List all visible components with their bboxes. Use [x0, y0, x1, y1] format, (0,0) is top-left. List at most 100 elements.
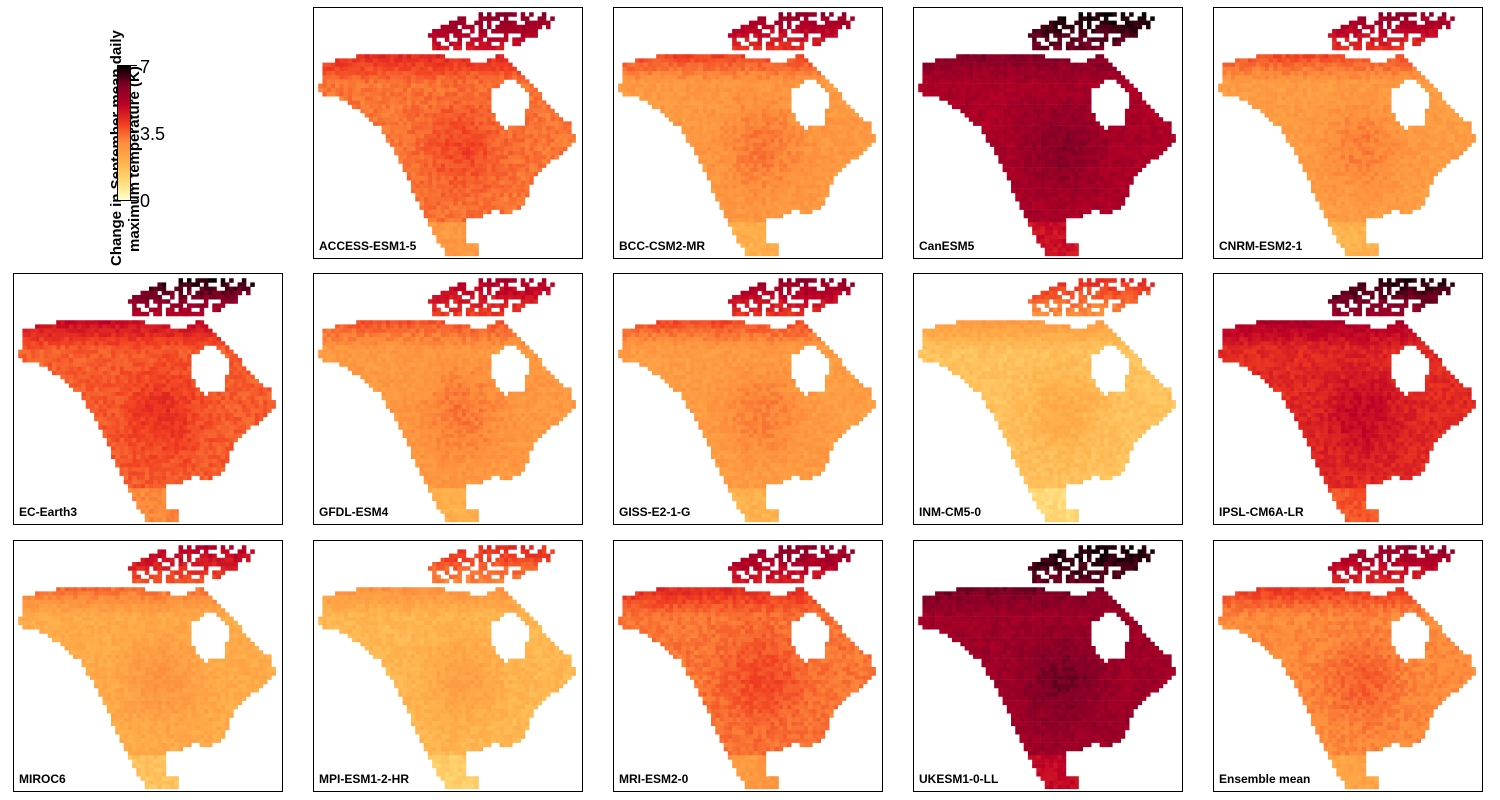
grid-cells-inm-cm5-0-193: [1036, 492, 1062, 510]
grid-cells-giss-e2-1-g-118: [757, 324, 762, 329]
grid-cells-gfdl-esm4-211: [449, 505, 458, 514]
grid-cells-ensemble-mean-153: [1230, 604, 1430, 752]
grid-cells-cnrm-esm2-1-82: [1374, 45, 1379, 51]
grid-cells-ec-earth3-18: [250, 282, 255, 287]
grid-cells-ipsl-cm6a-lr-22: [1353, 286, 1362, 296]
grid-cells-giss-e2-1-g-63: [803, 303, 809, 308]
grid-cells-mpi-esm1-2-hr-48: [444, 562, 530, 567]
grid-cells-mpi-esm1-2-hr-111: [457, 591, 462, 596]
grid-cells-ukesm1-0-ll-107: [994, 591, 1105, 739]
grid-cells-ec-earth3-69: [199, 303, 205, 308]
grid-cells-giss-e2-1-g-51: [744, 299, 762, 304]
grid-cells-ec-earth3-105: [195, 320, 200, 325]
grid-cells-ensemble-mean-83: [1247, 587, 1413, 601]
grid-cells-ukesm1-0-ll-24: [1065, 553, 1130, 575]
panel-ipsl-cm6a-lr: IPSL-CM6A-LR: [1213, 273, 1483, 525]
grid-cells-canesm5-145: [935, 83, 1168, 219]
grid-cells-miroc6-205: [157, 776, 162, 781]
grid-cells-ukesm1-0-ll-40: [1124, 557, 1138, 571]
grid-cells-canesm5-91: [926, 54, 1113, 143]
grid-cells-giss-e2-1-g-59: [774, 303, 779, 308]
grid-cells-bcc-csm2-mr-117: [757, 58, 762, 63]
grid-cells-miroc6-88: [51, 587, 82, 596]
grid-cells-miroc6-81: [174, 578, 205, 584]
grid-cells-access-esm1-5-243: [461, 239, 467, 244]
grid-cells-mri-esm2-0-54: [795, 570, 800, 575]
grid-cells-bcc-csm2-mr-163: [719, 71, 779, 185]
grid-cells-ukesm1-0-ll-39: [1124, 557, 1130, 563]
grid-cells-ensemble-mean-188: [1239, 612, 1464, 748]
grid-cells-bcc-csm2-mr-229: [749, 243, 754, 248]
grid-cells-miroc6-79: [157, 578, 162, 584]
grid-cells-gfdl-esm4-199: [440, 492, 446, 497]
grid-cells-ensemble-mean-95: [1336, 587, 1341, 592]
grid-cells-miroc6-89: [81, 587, 87, 592]
grid-cells-inm-cm5-0-39: [1103, 290, 1109, 296]
grid-cells-cnrm-esm2-1-9: [1357, 16, 1443, 21]
grid-cells-miroc6-35: [203, 557, 209, 563]
grid-cells-mri-esm2-0-90: [723, 587, 729, 592]
grid-cells-canesm5-74: [1099, 37, 1105, 42]
grid-cells-canesm5-168: [1036, 230, 1067, 240]
grid-cells-miroc6-204: [161, 772, 175, 785]
grid-cells-ipsl-cm6a-lr-70: [1382, 299, 1388, 304]
grid-cells-ec-earth3-60: [136, 299, 141, 304]
grid-cells-access-esm1-5-93: [495, 54, 500, 59]
grid-cells-gfdl-esm4-15: [495, 282, 500, 287]
grid-cells-ukesm1-0-ll-59: [1074, 566, 1088, 584]
grid-cells-canesm5-23: [1108, 20, 1113, 26]
grid-cells-ensemble-mean-179: [1264, 608, 1447, 743]
grid-cells-ukesm1-0-ll-182: [1061, 776, 1067, 781]
grid-cells-access-esm1-5-7: [457, 16, 496, 21]
grid-cells-canesm5-11: [1082, 16, 1088, 21]
grid-cells-ensemble-mean-113: [1315, 591, 1320, 596]
grid-cells-gfdl-esm4-73: [474, 311, 479, 317]
grid-cells-canesm5-181: [1044, 243, 1050, 248]
grid-cells-access-esm1-5-241: [453, 239, 458, 244]
grid-cells-access-esm1-5-84: [385, 54, 462, 68]
grid-cells-cnrm-esm2-1-120: [1323, 58, 1329, 63]
grid-cells-cnrm-esm2-1-123: [1349, 58, 1354, 63]
grid-cells-mpi-esm1-2-hr-168: [427, 755, 467, 769]
grid-cells-ensemble-mean-144: [1277, 599, 1405, 676]
grid-cells-cnrm-esm2-1-67: [1336, 41, 1341, 47]
grid-cells-ipsl-cm6a-lr-72: [1424, 299, 1430, 304]
colorbar-tick-3.5: [131, 132, 137, 133]
grid-cells-canesm5-132: [973, 71, 1164, 215]
grid-cells-mri-esm2-0-19: [774, 553, 779, 559]
grid-cells-gfdl-esm4-66: [478, 307, 484, 313]
grid-cells-gfdl-esm4-61: [516, 303, 522, 308]
grid-cells-gfdl-esm4-109: [453, 324, 458, 329]
grid-cells-canesm5-24: [1112, 20, 1117, 26]
grid-cells-cnrm-esm2-1-3: [1403, 12, 1409, 17]
grid-cells-access-esm1-5-50: [470, 37, 475, 42]
grid-cells-cnrm-esm2-1-133: [1294, 62, 1299, 68]
grid-cells-access-esm1-5-22: [495, 20, 509, 30]
grid-cells-ensemble-mean-215: [1357, 667, 1400, 680]
grid-cells-ensemble-mean-6: [1420, 545, 1426, 550]
grid-cells-giss-e2-1-g-220: [736, 496, 767, 510]
grid-cells-bcc-csm2-mr-141: [626, 66, 636, 72]
grid-cells-miroc6-180: [127, 755, 154, 769]
grid-cells-ec-earth3-72: [186, 303, 222, 313]
grid-cells-cnrm-esm2-1-121: [1327, 58, 1333, 63]
grid-cells-ec-earth3-83: [140, 311, 146, 317]
grid-cells-canesm5-161: [1049, 222, 1067, 257]
grid-cells-access-esm1-5-52: [478, 37, 517, 42]
grid-cells-ec-earth3-73: [132, 307, 137, 313]
grid-cells-inm-cm5-0-61: [1061, 299, 1067, 304]
grid-cells-canesm5-121: [951, 66, 1176, 219]
grid-cells-ensemble-mean-12: [1403, 549, 1426, 554]
grid-cells-giss-e2-1-g-83: [782, 311, 788, 317]
grid-cells-ec-earth3-139: [123, 328, 205, 334]
grid-cells-gfdl-esm4-64: [465, 307, 471, 313]
grid-cells-mri-esm2-0-143: [744, 599, 750, 605]
grid-cells-ec-earth3-9: [157, 282, 162, 287]
grid-cells-bcc-csm2-mr-207: [736, 121, 788, 164]
panel-ukesm1-0-ll: UKESM1-0-LL: [913, 540, 1183, 792]
grid-cells-inm-cm5-0-90: [1053, 311, 1058, 317]
grid-cells-bcc-csm2-mr-142: [643, 66, 649, 72]
grid-cells-mri-esm2-0-241: [761, 780, 771, 790]
panel-mpi-esm1-2-hr: MPI-ESM1-2-HR: [313, 540, 583, 792]
grid-cells-ipsl-cm6a-lr-214: [1357, 387, 1400, 443]
